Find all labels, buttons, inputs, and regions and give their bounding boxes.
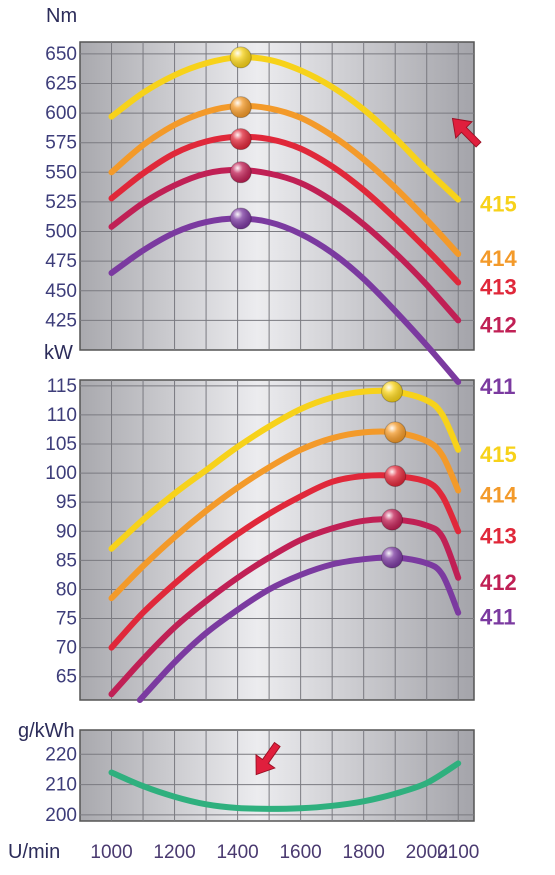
- x-tick-label: 2000: [406, 842, 448, 863]
- power-panel: [79, 379, 475, 701]
- series-line-413: [108, 472, 462, 651]
- y-tick-label: 70: [56, 638, 77, 659]
- y-tick-label: 575: [45, 133, 77, 154]
- series-label-412: 412: [480, 570, 517, 595]
- peak-marker-shine: [230, 128, 252, 150]
- series-label-412: 412: [480, 312, 517, 337]
- peak-marker-shine: [230, 161, 252, 183]
- series-line-consumption: [108, 760, 462, 812]
- y-tick-label: 650: [45, 44, 77, 65]
- y-tick-label: 110: [47, 405, 77, 426]
- series-label-411: 411: [480, 374, 516, 399]
- y-tick-label: 65: [56, 667, 77, 688]
- series-label-413: 413: [480, 274, 517, 299]
- series-label-414: 414: [480, 246, 517, 271]
- series-line-412: [108, 166, 462, 324]
- torque-unit-label: Nm: [46, 5, 77, 27]
- x-tick-label: 2100: [437, 842, 479, 863]
- y-tick-label: 220: [45, 744, 77, 765]
- y-tick-label: 100: [45, 463, 77, 484]
- series-line-412: [108, 516, 462, 698]
- torque-increase-arrow: [451, 117, 482, 148]
- series-line-413: [108, 133, 462, 286]
- y-tick-label: 600: [45, 103, 77, 124]
- y-tick-label: 500: [45, 222, 77, 243]
- y-tick-label: 425: [45, 310, 77, 331]
- x-tick-label: 1400: [216, 842, 258, 863]
- y-tick-label: 450: [45, 281, 77, 302]
- peak-marker-shine: [381, 381, 403, 403]
- consumption-unit-label: g/kWh: [18, 720, 75, 742]
- peak-marker-shine: [230, 46, 252, 68]
- power-unit-label: kW: [44, 342, 73, 364]
- series-layer: 415 414 413 412 411 415 414 413 412 411: [108, 46, 517, 812]
- y-tick-label: 75: [56, 609, 77, 630]
- peak-marker-shine: [381, 546, 403, 568]
- series-label-415: 415: [480, 442, 517, 467]
- peak-marker-shine: [230, 96, 252, 118]
- y-tick-label: 625: [45, 73, 77, 94]
- series-label-411: 411: [480, 605, 516, 630]
- peak-marker-shine: [384, 421, 406, 443]
- y-tick-label: 475: [45, 251, 77, 272]
- series-line-414: [108, 428, 462, 602]
- y-tick-label: 85: [56, 550, 77, 571]
- speed-unit-label: U/min: [8, 841, 60, 863]
- y-tick-label: 80: [56, 579, 77, 600]
- series-line-411: [136, 554, 462, 703]
- y-tick-label: 550: [45, 162, 77, 183]
- torque-panel: [79, 41, 475, 351]
- peak-marker-shine: [381, 509, 403, 531]
- series-line-411: [108, 215, 462, 385]
- y-tick-label: 210: [45, 775, 77, 796]
- peak-marker-shine: [230, 208, 252, 230]
- y-tick-label: 115: [47, 376, 77, 397]
- x-tick-label: 1800: [343, 842, 385, 863]
- x-tick-label: 1200: [153, 842, 195, 863]
- y-tick-label: 95: [56, 492, 77, 513]
- consumption-decrease-arrow: [255, 741, 281, 776]
- x-tick-label: 1000: [90, 842, 132, 863]
- y-tick-label: 200: [45, 805, 77, 826]
- series-label-415: 415: [480, 192, 517, 217]
- series-line-415: [108, 54, 462, 203]
- series-label-414: 414: [480, 483, 517, 508]
- y-tick-label: 90: [56, 521, 77, 542]
- series-label-413: 413: [480, 523, 517, 548]
- x-tick-label: 1600: [279, 842, 321, 863]
- ticks-layer: 425 450 475 500 525 550 575 600 625 650 65 70 75 80 85…: [45, 44, 479, 863]
- y-tick-label: 525: [45, 192, 77, 213]
- series-line-415: [108, 387, 462, 552]
- series-line-414: [108, 102, 462, 257]
- y-tick-label: 105: [45, 434, 77, 455]
- peak-marker-shine: [384, 465, 406, 487]
